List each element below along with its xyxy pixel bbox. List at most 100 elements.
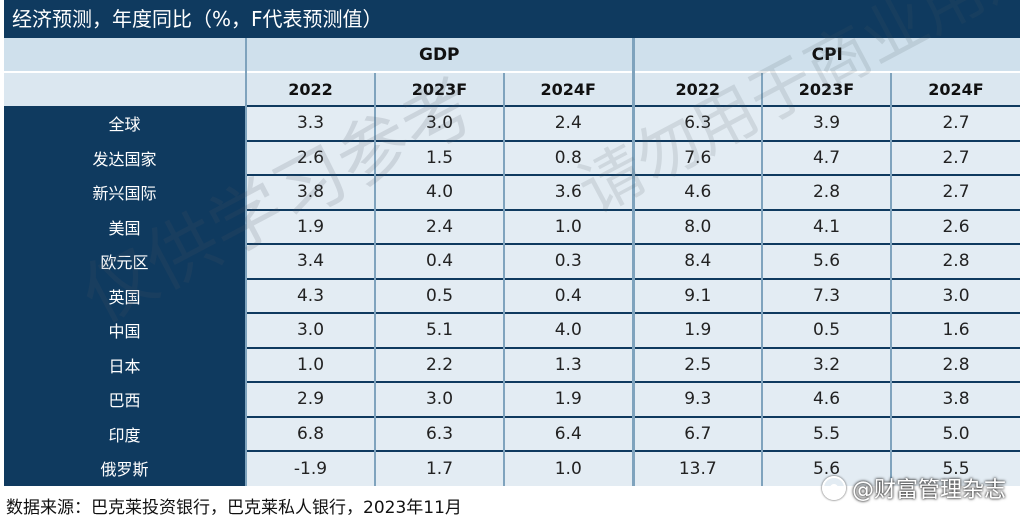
row-label: 美国	[4, 209, 246, 244]
table-cell: 1.0	[503, 450, 633, 486]
table-cell: 0.5	[761, 312, 891, 348]
table-cell: 6.3	[374, 415, 504, 451]
table-cell: 2.5	[631, 346, 762, 382]
row-label: 发达国家	[4, 140, 246, 175]
table-cell: 2.7	[890, 139, 1020, 175]
row-label: 英国	[4, 278, 246, 313]
table-cell: 2.9	[245, 381, 375, 417]
table-cell: 6.7	[631, 415, 762, 451]
table-row: 巴西 2.9 3.0 1.9 9.3 4.6 3.8	[4, 381, 1020, 417]
brand-logo-icon	[821, 476, 846, 500]
year-header: 2022	[631, 71, 762, 106]
table-cell: 4.7	[761, 139, 891, 175]
table-cell: 3.8	[245, 174, 375, 210]
header-corner-year	[4, 71, 246, 106]
table-cell: 4.0	[374, 174, 504, 210]
table-cell: 3.0	[245, 312, 375, 348]
table-cell: 4.0	[503, 312, 633, 348]
group-header-gdp: GDP	[245, 38, 633, 72]
table-cell: 3.2	[761, 346, 891, 382]
group-header-cpi: CPI	[631, 38, 1020, 72]
forecast-table-container: GDP CPI 2022 2023F 2024F 2022 2023F 2024…	[4, 38, 1020, 486]
table-cell: 1.5	[374, 139, 504, 175]
table-cell: 2.6	[245, 139, 375, 175]
table-cell: 1.9	[245, 208, 375, 244]
year-header: 2023F	[761, 71, 891, 106]
brand-mark: @财富管理杂志	[821, 472, 1006, 504]
table-cell: 5.6	[761, 243, 891, 279]
table-row: 俄罗斯 -1.9 1.7 1.0 13.7 5.6 5.5	[4, 450, 1020, 486]
table-cell: 7.3	[761, 277, 891, 313]
table-cell: 9.3	[631, 381, 762, 417]
group-header-row: GDP CPI	[4, 38, 1020, 72]
table-cell: 3.3	[245, 105, 375, 141]
table-cell: 1.3	[503, 346, 633, 382]
table-row: 日本 1.0 2.2 1.3 2.5 3.2 2.8	[4, 346, 1020, 382]
table-cell: 0.4	[374, 243, 504, 279]
table-cell: 5.5	[761, 415, 891, 451]
table-cell: 4.6	[761, 381, 891, 417]
year-header: 2024F	[890, 71, 1020, 106]
row-label: 日本	[4, 347, 246, 382]
table-cell: 3.9	[761, 105, 891, 141]
row-label: 新兴国际	[4, 175, 246, 210]
table-cell: 2.4	[503, 105, 633, 141]
table-cell: 3.0	[374, 105, 504, 141]
table-cell: 5.1	[374, 312, 504, 348]
row-label: 全球	[4, 106, 246, 141]
table-cell: 5.5	[890, 450, 1020, 486]
table-row: 发达国家 2.6 1.5 0.8 7.6 4.7 2.7	[4, 139, 1020, 175]
table-cell: 3.4	[245, 243, 375, 279]
table-cell: 5.6	[761, 450, 891, 486]
table-cell: 3.0	[890, 277, 1020, 313]
table-row: 印度 6.8 6.3 6.4 6.7 5.5 5.0	[4, 415, 1020, 451]
table-cell: 2.6	[890, 208, 1020, 244]
table-cell: 6.3	[631, 105, 762, 141]
table-cell: 0.4	[503, 277, 633, 313]
table-cell: 1.0	[503, 208, 633, 244]
table-row: 中国 3.0 5.1 4.0 1.9 0.5 1.6	[4, 312, 1020, 348]
table-cell: 6.8	[245, 415, 375, 451]
table-cell: 4.3	[245, 277, 375, 313]
table-cell: 0.5	[374, 277, 504, 313]
header-corner	[4, 38, 246, 72]
table-cell: 2.8	[890, 243, 1020, 279]
table-cell: 0.8	[503, 139, 633, 175]
table-body: 全球 3.3 3.0 2.4 6.3 3.9 2.7 发达国家 2.6 1.5 …	[4, 105, 1020, 486]
table-cell: 1.9	[503, 381, 633, 417]
table-cell: 6.4	[503, 415, 633, 451]
table-cell: 1.0	[245, 346, 375, 382]
row-label: 巴西	[4, 382, 246, 417]
table-cell: 8.0	[631, 208, 762, 244]
table-cell: 1.9	[631, 312, 762, 348]
row-label: 欧元区	[4, 244, 246, 279]
forecast-table: GDP CPI 2022 2023F 2024F 2022 2023F 2024…	[4, 38, 1020, 486]
table-cell: 2.4	[374, 208, 504, 244]
table-row: 欧元区 3.4 0.4 0.3 8.4 5.6 2.8	[4, 243, 1020, 279]
table-cell: 4.1	[761, 208, 891, 244]
row-label: 俄罗斯	[4, 451, 246, 486]
year-header: 2024F	[503, 71, 633, 106]
table-cell: 1.6	[890, 312, 1020, 348]
year-header: 2022	[245, 71, 375, 106]
table-cell: 4.6	[631, 174, 762, 210]
row-label: 中国	[4, 313, 246, 348]
table-cell: 2.2	[374, 346, 504, 382]
source-note: 数据来源：巴克莱投资银行，巴克莱私人银行，2023年11月	[6, 498, 462, 518]
table-cell: 1.7	[374, 450, 504, 486]
row-label: 印度	[4, 416, 246, 451]
table-cell: 2.7	[890, 174, 1020, 210]
year-header: 2023F	[374, 71, 504, 106]
table-cell: 13.7	[631, 450, 762, 486]
table-cell: 3.6	[503, 174, 633, 210]
table-row: 新兴国际 3.8 4.0 3.6 4.6 2.8 2.7	[4, 174, 1020, 210]
table-cell: 2.8	[761, 174, 891, 210]
table-cell: 0.3	[503, 243, 633, 279]
year-header-row: 2022 2023F 2024F 2022 2023F 2024F	[4, 71, 1020, 106]
table-title: 经济预测，年度同比（%，F代表预测值）	[4, 0, 1020, 38]
table-cell: 8.4	[631, 243, 762, 279]
table-cell: 5.0	[890, 415, 1020, 451]
table-cell: 7.6	[631, 139, 762, 175]
table-cell: 9.1	[631, 277, 762, 313]
table-cell: 2.8	[890, 346, 1020, 382]
